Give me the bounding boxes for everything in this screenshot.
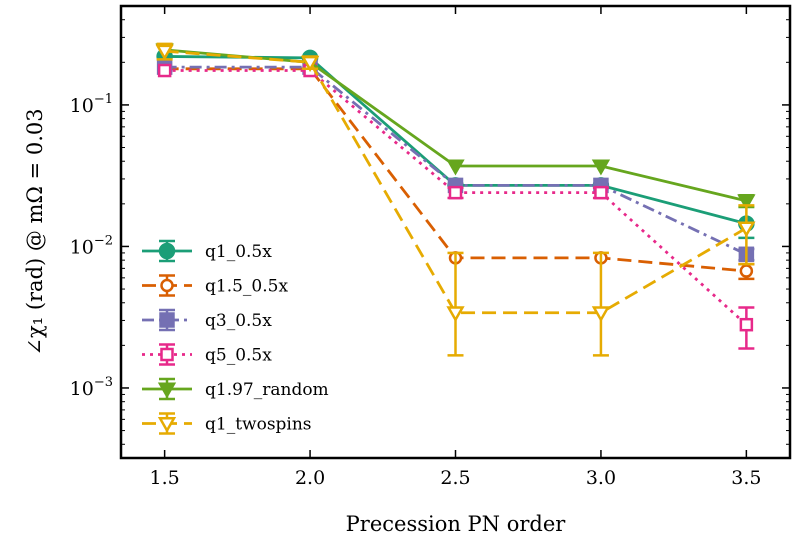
- legend-label: q1_0.5x: [205, 242, 272, 262]
- legend-entry-q1.5_0.5x: q1.5_0.5x: [142, 274, 288, 297]
- x-tick-label: 2.0: [295, 467, 325, 489]
- legend-entry-q5_0.5x: q5_0.5x: [142, 343, 272, 366]
- series-line: [164, 69, 748, 326]
- legend-entry-q3_0.5x: q3_0.5x: [142, 308, 272, 332]
- legend-marker: [160, 347, 174, 362]
- series-q1_twospins: [155, 42, 756, 357]
- data-point: [446, 306, 465, 323]
- data-point: [446, 159, 465, 176]
- y-tick-label: 10−1: [70, 92, 113, 117]
- legend-entry-q1.97_random: q1.97_random: [142, 377, 329, 401]
- data-point: [591, 159, 611, 176]
- legend-label: q5_0.5x: [205, 346, 272, 366]
- data-point: [737, 221, 756, 238]
- y-tick-label: 10−3: [70, 375, 113, 400]
- legend-marker: [159, 312, 175, 328]
- legend-label: q3_0.5x: [205, 311, 272, 331]
- data-point: [594, 185, 608, 200]
- x-tick-label: 2.5: [440, 467, 470, 489]
- legend-marker: [160, 278, 174, 293]
- legend-marker: [158, 242, 176, 260]
- data-point: [157, 63, 172, 78]
- x-axis-label: Precession PN order: [346, 512, 567, 536]
- series-line: [164, 49, 748, 315]
- data-point: [739, 264, 754, 278]
- data-point: [155, 44, 174, 61]
- data-point: [737, 194, 756, 211]
- x-tick-label: 3.5: [731, 467, 761, 489]
- plot-area: [121, 6, 790, 458]
- legend-entry-q1_0.5x: q1_0.5x: [142, 239, 272, 263]
- data-point: [739, 317, 754, 332]
- legend-label: q1_twospins: [205, 415, 312, 435]
- y-axis-label: ∠χ₁ (rad) @ mΩ = 0.03: [23, 108, 47, 355]
- legend-label: q1.5_0.5x: [205, 277, 288, 297]
- data-point: [448, 185, 463, 200]
- x-tick-label: 3.0: [586, 467, 616, 489]
- data-point: [591, 306, 611, 323]
- legend-entry-q1_twospins: q1_twospins: [142, 412, 312, 435]
- legend-label: q1.97_random: [205, 380, 329, 400]
- x-tick-label: 1.5: [150, 467, 180, 489]
- data-point: [300, 55, 320, 72]
- legend-marker: [157, 382, 177, 399]
- legend-marker: [157, 417, 177, 434]
- y-tick-label: 10−2: [70, 233, 113, 258]
